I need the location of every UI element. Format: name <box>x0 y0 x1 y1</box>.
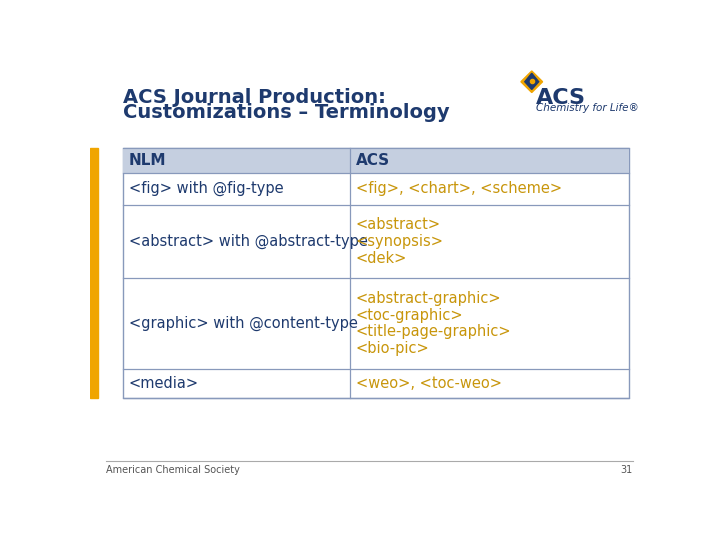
Text: 31: 31 <box>620 465 632 475</box>
Text: <synopsis>: <synopsis> <box>356 234 444 249</box>
Text: Customizations – Terminology: Customizations – Terminology <box>122 103 449 122</box>
Text: ACS Journal Production:: ACS Journal Production: <box>122 88 385 107</box>
Bar <box>122 148 629 173</box>
Text: American Chemical Society: American Chemical Society <box>106 465 239 475</box>
Polygon shape <box>521 71 543 92</box>
Text: <weo>, <toc-weo>: <weo>, <toc-weo> <box>356 376 502 391</box>
Text: Chemistry for Life®: Chemistry for Life® <box>536 103 639 112</box>
Text: <graphic> with @content-type: <graphic> with @content-type <box>129 316 358 331</box>
Text: NLM: NLM <box>129 153 166 168</box>
Text: <media>: <media> <box>129 376 199 391</box>
Polygon shape <box>525 73 539 90</box>
Text: <dek>: <dek> <box>356 251 408 266</box>
Text: <fig> with @fig-type: <fig> with @fig-type <box>129 181 284 197</box>
Text: <toc-graphic>: <toc-graphic> <box>356 308 464 322</box>
Text: <title-page-graphic>: <title-page-graphic> <box>356 325 511 340</box>
Bar <box>90 148 98 398</box>
Text: <abstract> with @abstract-type: <abstract> with @abstract-type <box>129 234 368 249</box>
Text: <abstract>: <abstract> <box>356 217 441 232</box>
Text: <fig>, <chart>, <scheme>: <fig>, <chart>, <scheme> <box>356 181 562 196</box>
Text: ACS: ACS <box>356 153 390 168</box>
Text: <bio-pic>: <bio-pic> <box>356 341 430 356</box>
Text: ACS: ACS <box>536 88 585 108</box>
Text: <abstract-graphic>: <abstract-graphic> <box>356 291 501 306</box>
Bar <box>122 148 629 398</box>
